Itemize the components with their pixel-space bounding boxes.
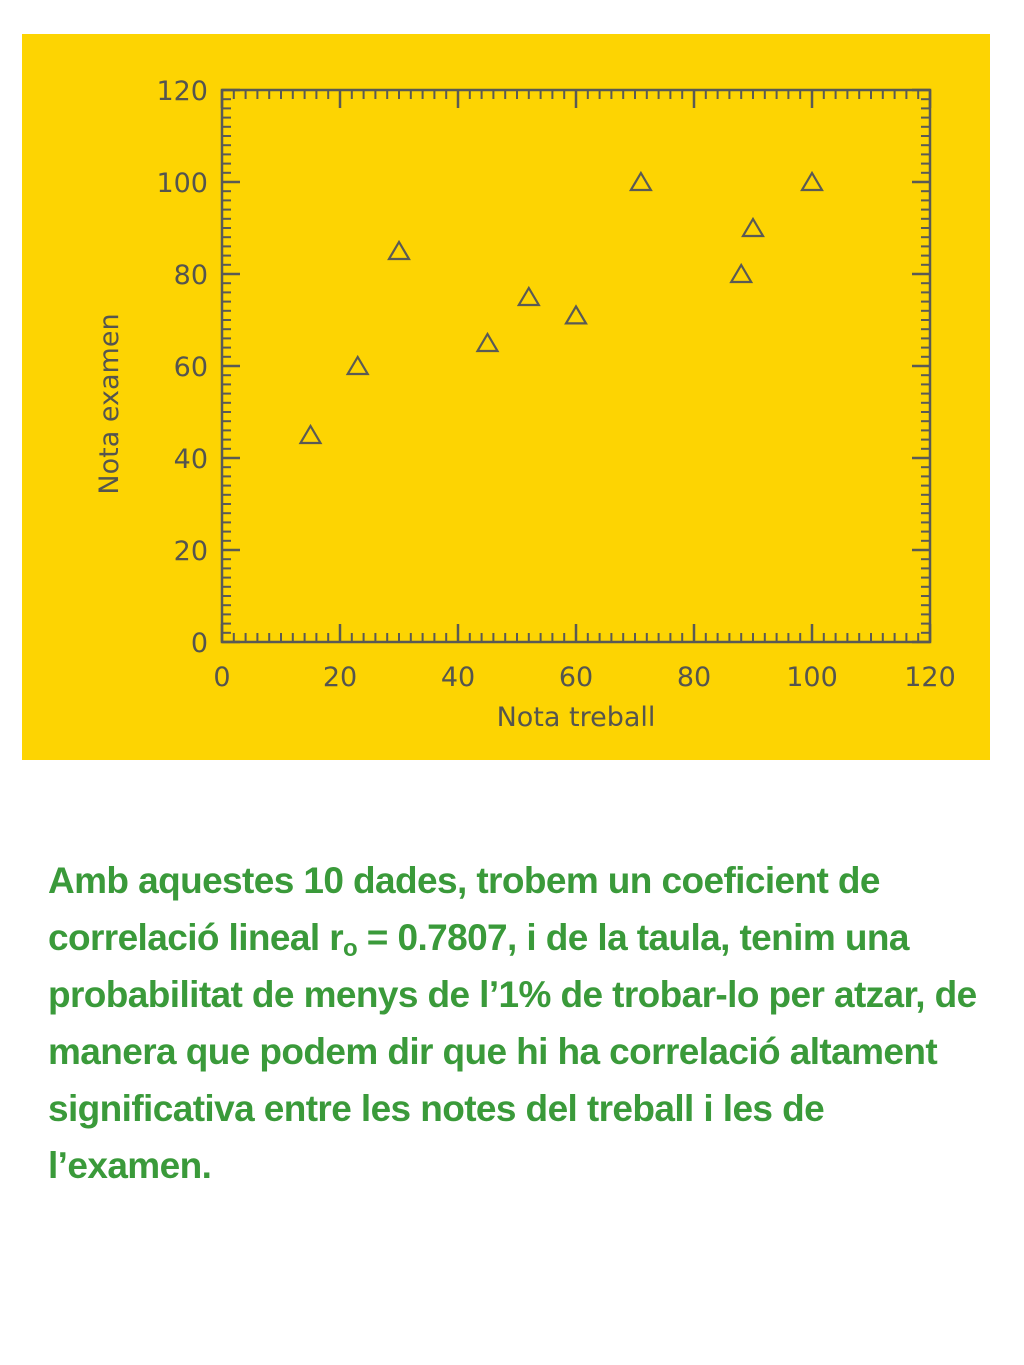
x-tick-label: 20 xyxy=(323,662,357,693)
explanation-text-start: Amb aquestes 10 dades, trobem un coefici… xyxy=(48,860,880,958)
data-point-triangle xyxy=(729,262,754,284)
x-tick-label: 60 xyxy=(559,662,593,693)
data-point-triangle xyxy=(800,170,824,192)
x-tick-label: 40 xyxy=(441,662,475,693)
data-point-triangle xyxy=(516,285,541,307)
y-axis-label: Nota examen xyxy=(94,313,125,494)
r-subscript: o xyxy=(343,935,358,962)
data-point-triangle xyxy=(564,304,588,325)
y-tick-label: 80 xyxy=(174,260,208,291)
y-tick-label: 100 xyxy=(156,168,208,199)
data-point-triangle xyxy=(741,216,765,238)
scatter-chart-panel: 0 20 40 60 80 100 120 0 20 40 60 80 100 120 Nota treb… xyxy=(22,34,990,760)
data-points xyxy=(298,170,824,445)
data-point-triangle xyxy=(345,354,370,376)
chart-background xyxy=(22,34,990,760)
data-point-triangle xyxy=(475,331,500,353)
y-tick-label: 120 xyxy=(156,76,208,107)
y-tick-label: 40 xyxy=(174,444,208,475)
x-axis-label: Nota treball xyxy=(497,702,656,733)
y-tick-label: 60 xyxy=(174,352,208,383)
scatter-chart: 0 20 40 60 80 100 120 0 20 40 60 80 100 120 Nota treb… xyxy=(22,34,990,760)
y-tick-label: 0 xyxy=(191,628,208,659)
data-point-triangle xyxy=(387,239,411,261)
data-point-triangle xyxy=(298,423,323,445)
x-tick-label: 100 xyxy=(786,662,838,693)
x-tick-label: 120 xyxy=(904,662,956,693)
correlation-explanation: Amb aquestes 10 dades, trobem un coefici… xyxy=(48,852,993,1194)
explanation-text-end: = 0.7807, i de la taula, tenim una proba… xyxy=(48,917,977,1186)
x-tick-label: 0 xyxy=(213,662,230,693)
axis-ticks: 0 20 40 60 80 100 120 0 20 40 60 80 100 120 xyxy=(156,76,955,693)
x-tick-label: 80 xyxy=(677,662,711,693)
data-point-triangle xyxy=(628,170,653,192)
y-tick-label: 20 xyxy=(174,536,208,567)
